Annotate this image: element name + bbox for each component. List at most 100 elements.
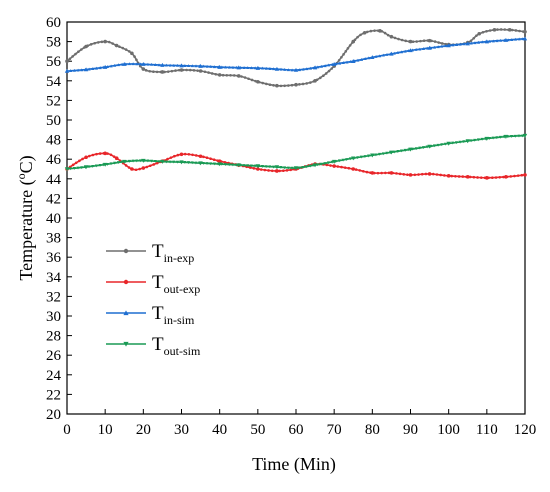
data-point — [408, 173, 413, 177]
y-tick-label: 60 — [46, 15, 61, 31]
series-marker — [337, 159, 342, 163]
series-marker — [183, 152, 187, 156]
series-marker — [113, 161, 117, 165]
series-marker — [87, 67, 91, 71]
data-point — [313, 79, 317, 83]
series-marker — [327, 69, 331, 73]
series-marker — [188, 68, 192, 72]
series-marker — [413, 173, 417, 177]
series-marker — [146, 62, 150, 66]
series-marker — [95, 152, 98, 156]
series-marker — [176, 153, 180, 157]
series-marker — [458, 140, 462, 144]
series-marker — [341, 61, 345, 65]
series-marker — [69, 69, 73, 73]
legend-label: Tin-exp — [152, 241, 194, 265]
series-marker — [290, 68, 294, 72]
series-marker — [113, 63, 117, 67]
series-marker — [183, 64, 187, 67]
data-point — [332, 164, 336, 168]
series-marker — [287, 84, 290, 87]
series-marker — [443, 44, 448, 48]
data-point — [84, 155, 88, 160]
series-marker — [432, 45, 437, 49]
series-marker — [365, 170, 369, 174]
data-point — [255, 65, 261, 70]
series-marker — [376, 171, 380, 175]
y-tick-label: 40 — [46, 211, 61, 227]
y-tick-label: 36 — [46, 250, 62, 266]
data-point — [160, 62, 165, 67]
data-point — [408, 48, 413, 53]
x-tick-label: 40 — [212, 422, 227, 438]
data-point — [83, 67, 89, 72]
data-point — [465, 139, 470, 144]
series-marker — [420, 172, 424, 176]
series-marker — [415, 40, 419, 43]
series-marker — [451, 43, 455, 47]
series-marker — [498, 175, 502, 179]
series-marker — [248, 166, 252, 169]
series-marker — [134, 168, 138, 172]
plot-frame — [66, 21, 526, 415]
series-marker — [279, 166, 283, 169]
series-marker — [112, 155, 116, 158]
x-axis-title: Time (Min) — [252, 454, 336, 475]
series-marker — [246, 164, 250, 168]
series-marker — [282, 169, 285, 173]
series-marker — [431, 172, 435, 176]
series-marker — [516, 174, 520, 177]
series-marker — [153, 63, 157, 67]
series-marker — [260, 66, 265, 70]
series-marker — [164, 63, 169, 67]
data-point — [427, 45, 432, 50]
y-tick-label: 44 — [46, 172, 62, 188]
series-marker — [168, 63, 172, 67]
series-marker — [327, 63, 331, 67]
series-marker — [91, 164, 95, 168]
series-marker — [285, 169, 289, 172]
data-point — [370, 55, 375, 60]
series-marker — [359, 33, 362, 37]
series-line-out-exp — [66, 152, 526, 179]
series-marker — [510, 28, 514, 32]
data-point — [103, 39, 107, 44]
series-marker — [283, 84, 286, 88]
legend-label: Tin-sim — [152, 303, 195, 327]
series-marker — [131, 62, 135, 66]
data-point — [427, 38, 432, 43]
series-marker — [309, 81, 312, 84]
series-marker — [105, 65, 110, 69]
series-marker — [190, 161, 194, 165]
series-marker — [146, 159, 150, 163]
series-marker — [432, 144, 437, 148]
series-marker — [109, 64, 113, 68]
series-marker — [419, 39, 422, 43]
series-marker — [454, 43, 459, 46]
data-point — [522, 36, 528, 41]
series-marker — [135, 62, 139, 66]
series-marker — [305, 82, 309, 85]
data-point — [114, 43, 119, 48]
series-marker — [144, 69, 148, 72]
series-marker — [503, 28, 507, 31]
series-marker — [98, 164, 102, 167]
series-out-exp — [65, 151, 527, 180]
series-marker — [183, 161, 187, 164]
series-marker — [514, 29, 518, 32]
series-marker — [155, 161, 159, 165]
series-marker — [462, 140, 466, 144]
series-marker — [135, 58, 138, 62]
series-marker — [278, 169, 281, 173]
series-marker — [443, 174, 446, 177]
series-marker — [133, 55, 136, 58]
series-marker — [488, 39, 492, 43]
series-marker — [297, 166, 301, 170]
series-marker — [329, 164, 332, 167]
series-marker — [374, 54, 378, 58]
series-marker — [491, 136, 495, 140]
series-marker — [145, 165, 149, 169]
series-marker — [207, 71, 210, 74]
series-marker — [111, 42, 114, 45]
